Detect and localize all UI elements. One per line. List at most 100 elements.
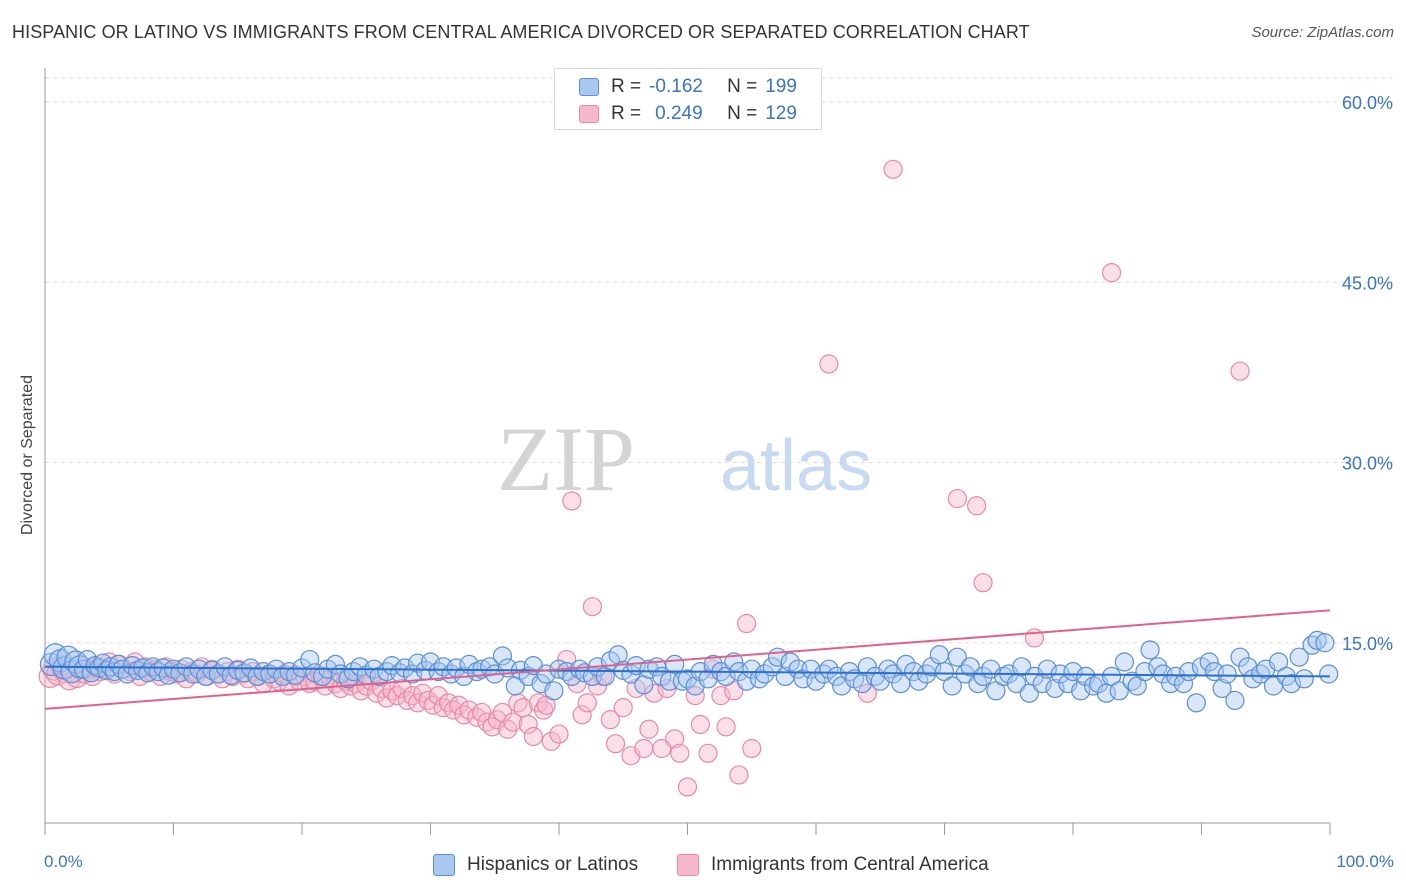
point-central-america	[577, 693, 597, 713]
legend-label: Hispanics or Latinos	[467, 854, 639, 875]
point-hispanic	[1071, 681, 1091, 701]
point-hispanic	[1140, 640, 1160, 660]
legend-row-central-america: R = 0.249 N = 129	[555, 100, 797, 128]
y-tick-label: 45.0%	[1342, 273, 1393, 293]
point-hispanic	[279, 661, 299, 682]
point-hispanic	[1045, 678, 1065, 699]
point-central-america	[541, 731, 561, 751]
point-central-america	[549, 724, 569, 744]
point-central-america	[639, 719, 659, 739]
x-tick-label-min: 0.0%	[44, 852, 83, 871]
point-hispanic	[1294, 669, 1314, 689]
point-hispanic	[1011, 657, 1032, 677]
point-hispanic	[492, 646, 513, 666]
point-hispanic	[420, 652, 441, 672]
point-central-america	[716, 717, 736, 737]
source-credit: Source: ZipAtlas.com	[1251, 24, 1394, 41]
point-central-america	[572, 705, 592, 725]
point-hispanic	[780, 652, 800, 672]
legend-n-value: 129	[765, 103, 797, 124]
point-central-america	[392, 678, 412, 699]
legend-n-label: N =	[727, 103, 758, 124]
point-hispanic	[754, 664, 775, 684]
point-hispanic	[703, 654, 723, 674]
y-tick-label: 15.0%	[1342, 634, 1393, 654]
point-hispanic	[285, 665, 306, 685]
point-central-america	[428, 686, 448, 706]
point-central-america	[562, 491, 582, 511]
point-central-america	[737, 613, 757, 634]
point-central-america	[665, 729, 685, 749]
point-central-america	[600, 710, 621, 730]
point-hispanic	[1230, 647, 1250, 667]
point-central-america	[677, 777, 698, 797]
x-tick-label-max: 100.0%	[1336, 852, 1394, 871]
point-central-america	[657, 678, 677, 699]
watermark: ZIP atlas	[497, 408, 872, 510]
point-central-america	[690, 714, 710, 735]
point-hispanic	[922, 657, 942, 677]
point-central-america	[729, 765, 749, 785]
series-legend: Hispanics or Latinos Immigrants from Cen…	[0, 850, 1406, 880]
point-hispanic	[1186, 693, 1206, 713]
point-central-america	[1230, 361, 1250, 381]
point-central-america	[1101, 263, 1122, 283]
point-hispanic	[544, 681, 564, 701]
point-hispanic	[1217, 664, 1237, 684]
point-central-america	[652, 738, 672, 759]
y-tick-label: 60.0%	[1342, 93, 1393, 113]
point-hispanic	[909, 671, 929, 691]
point-central-america	[634, 738, 654, 759]
point-hispanic	[1315, 633, 1335, 653]
point-central-america	[698, 743, 718, 763]
point-central-america	[883, 159, 903, 179]
point-central-america	[449, 695, 469, 715]
point-hispanic	[929, 645, 949, 665]
legend-r-label: R =	[611, 103, 642, 124]
legend-item-central-america[interactable]: Immigrants from Central America	[677, 850, 989, 880]
point-hispanic	[1114, 652, 1135, 672]
legend-r-value: -0.162	[649, 76, 703, 97]
trend-lines	[44, 609, 1331, 710]
point-hispanic	[459, 654, 479, 674]
point-central-america	[613, 698, 633, 718]
point-hispanic	[742, 659, 762, 679]
point-central-america	[518, 714, 538, 735]
legend-r-value: 0.249	[655, 103, 703, 124]
point-central-america	[472, 702, 492, 723]
point-hispanic	[562, 666, 582, 687]
point-hispanic	[1225, 690, 1245, 711]
legend-swatch-blue	[579, 78, 599, 96]
point-hispanic	[1063, 661, 1083, 682]
legend-r-label: R =	[611, 76, 642, 97]
legend-n-value: 199	[765, 76, 797, 97]
point-hispanic	[608, 645, 628, 665]
point-hispanic	[1307, 630, 1327, 650]
point-hispanic	[1289, 647, 1309, 667]
point-hispanic	[960, 657, 980, 677]
legend-n-label: N =	[727, 76, 758, 97]
point-hispanic	[1199, 652, 1219, 672]
point-hispanic	[942, 676, 962, 696]
point-central-america	[742, 738, 762, 759]
trend-line-hispanic	[44, 665, 1331, 678]
point-central-america	[685, 686, 705, 706]
point-hispanic	[634, 675, 654, 695]
point-central-america	[967, 496, 987, 516]
gridlines	[45, 77, 1393, 644]
legend-swatch-blue	[433, 854, 455, 876]
point-central-america	[819, 354, 839, 374]
point-central-america	[947, 488, 967, 509]
point-central-america	[587, 676, 608, 696]
point-hispanic	[395, 658, 415, 678]
chart-title: HISPANIC OR LATINO VS IMMIGRANTS FROM CE…	[12, 22, 1030, 42]
watermark-zip: ZIP	[497, 408, 635, 510]
point-central-america	[670, 743, 690, 763]
legend-label: Immigrants from Central America	[711, 854, 989, 875]
point-central-america	[523, 726, 543, 747]
legend-item-hispanic[interactable]: Hispanics or Latinos	[433, 850, 638, 880]
series-central-america-points	[38, 159, 1250, 797]
point-hispanic	[202, 660, 222, 680]
point-central-america	[503, 712, 523, 732]
